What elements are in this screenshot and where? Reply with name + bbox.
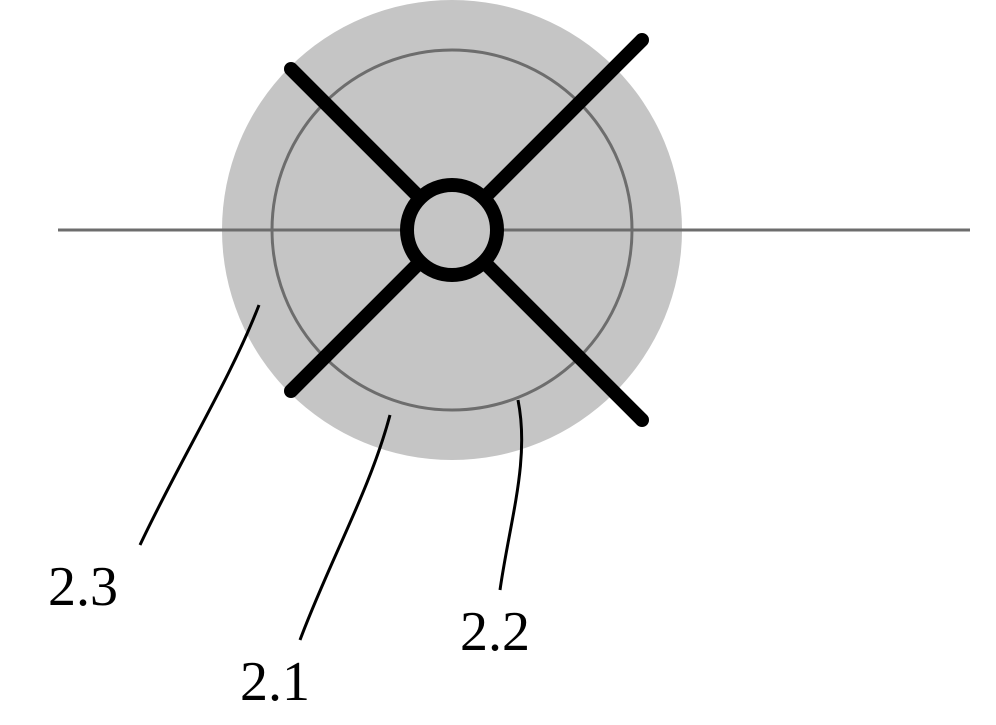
callout-label-2-3: 2.3: [48, 555, 118, 619]
callout-label-2-1: 2.1: [240, 650, 310, 714]
callout-label-2-2: 2.2: [460, 600, 530, 664]
center-ring: [407, 185, 497, 275]
